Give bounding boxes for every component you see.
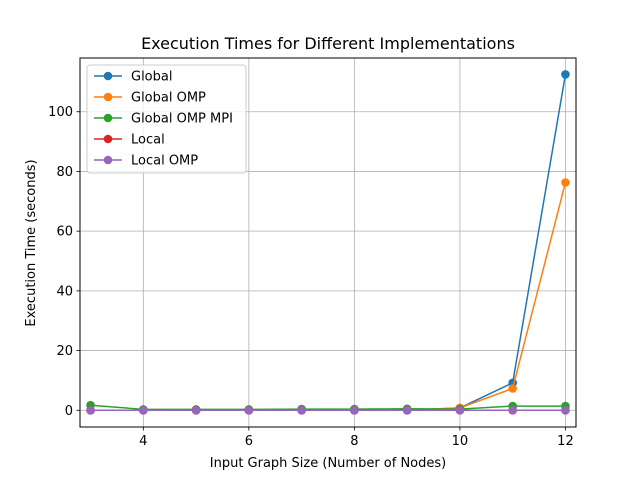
x-tick-label: 4 xyxy=(139,434,147,449)
legend-label: Global OMP xyxy=(131,91,206,106)
data-point xyxy=(508,384,517,393)
data-point xyxy=(350,405,359,415)
data-point xyxy=(191,405,201,415)
legend-marker xyxy=(103,113,113,123)
data-point xyxy=(86,405,95,415)
legend-box xyxy=(86,64,247,174)
data-point xyxy=(402,405,412,415)
y-tick-label: 20 xyxy=(56,344,73,359)
plot-series xyxy=(86,70,570,415)
legend-marker xyxy=(103,92,113,102)
legend-label: Local OMP xyxy=(131,154,198,169)
x-tick-label: 10 xyxy=(452,434,469,449)
y-tick-label: 60 xyxy=(56,225,73,240)
y-tick-label: 40 xyxy=(56,284,73,299)
legend-label: Global xyxy=(131,70,172,85)
data-point xyxy=(455,405,465,415)
x-tick-label: 12 xyxy=(557,434,574,449)
data-point xyxy=(561,70,570,79)
legend-marker xyxy=(103,134,113,144)
legend-marker xyxy=(103,71,113,81)
y-tick-label: 80 xyxy=(56,165,73,180)
x-axis-title: Input Graph Size (Number of Nodes) xyxy=(210,456,446,471)
legend: Global Global OMP Global OMP MPI Local Local… xyxy=(86,64,247,174)
data-point xyxy=(561,178,570,187)
series-line xyxy=(90,404,566,411)
chart-title: Execution Times for Different Implementa… xyxy=(141,34,515,53)
plot-frame xyxy=(79,57,577,428)
data-point xyxy=(139,405,148,415)
y-axis-title: Execution Time (seconds) xyxy=(24,159,39,326)
y-tick-label: 0 xyxy=(65,404,73,419)
data-point xyxy=(297,405,306,415)
data-point xyxy=(561,405,570,415)
y-tick-label: 100 xyxy=(48,105,73,120)
axis-ticks: 4 6 8 10 12 0 20 40 60 80 100 xyxy=(48,105,574,449)
data-point xyxy=(244,405,254,415)
legend-label: Global OMP MPI xyxy=(131,112,233,127)
legend-marker xyxy=(103,155,113,165)
grid xyxy=(80,58,576,427)
data-point xyxy=(508,405,517,415)
x-tick-label: 8 xyxy=(350,434,358,449)
legend-label: Local xyxy=(131,133,165,148)
x-tick-label: 6 xyxy=(245,434,253,449)
